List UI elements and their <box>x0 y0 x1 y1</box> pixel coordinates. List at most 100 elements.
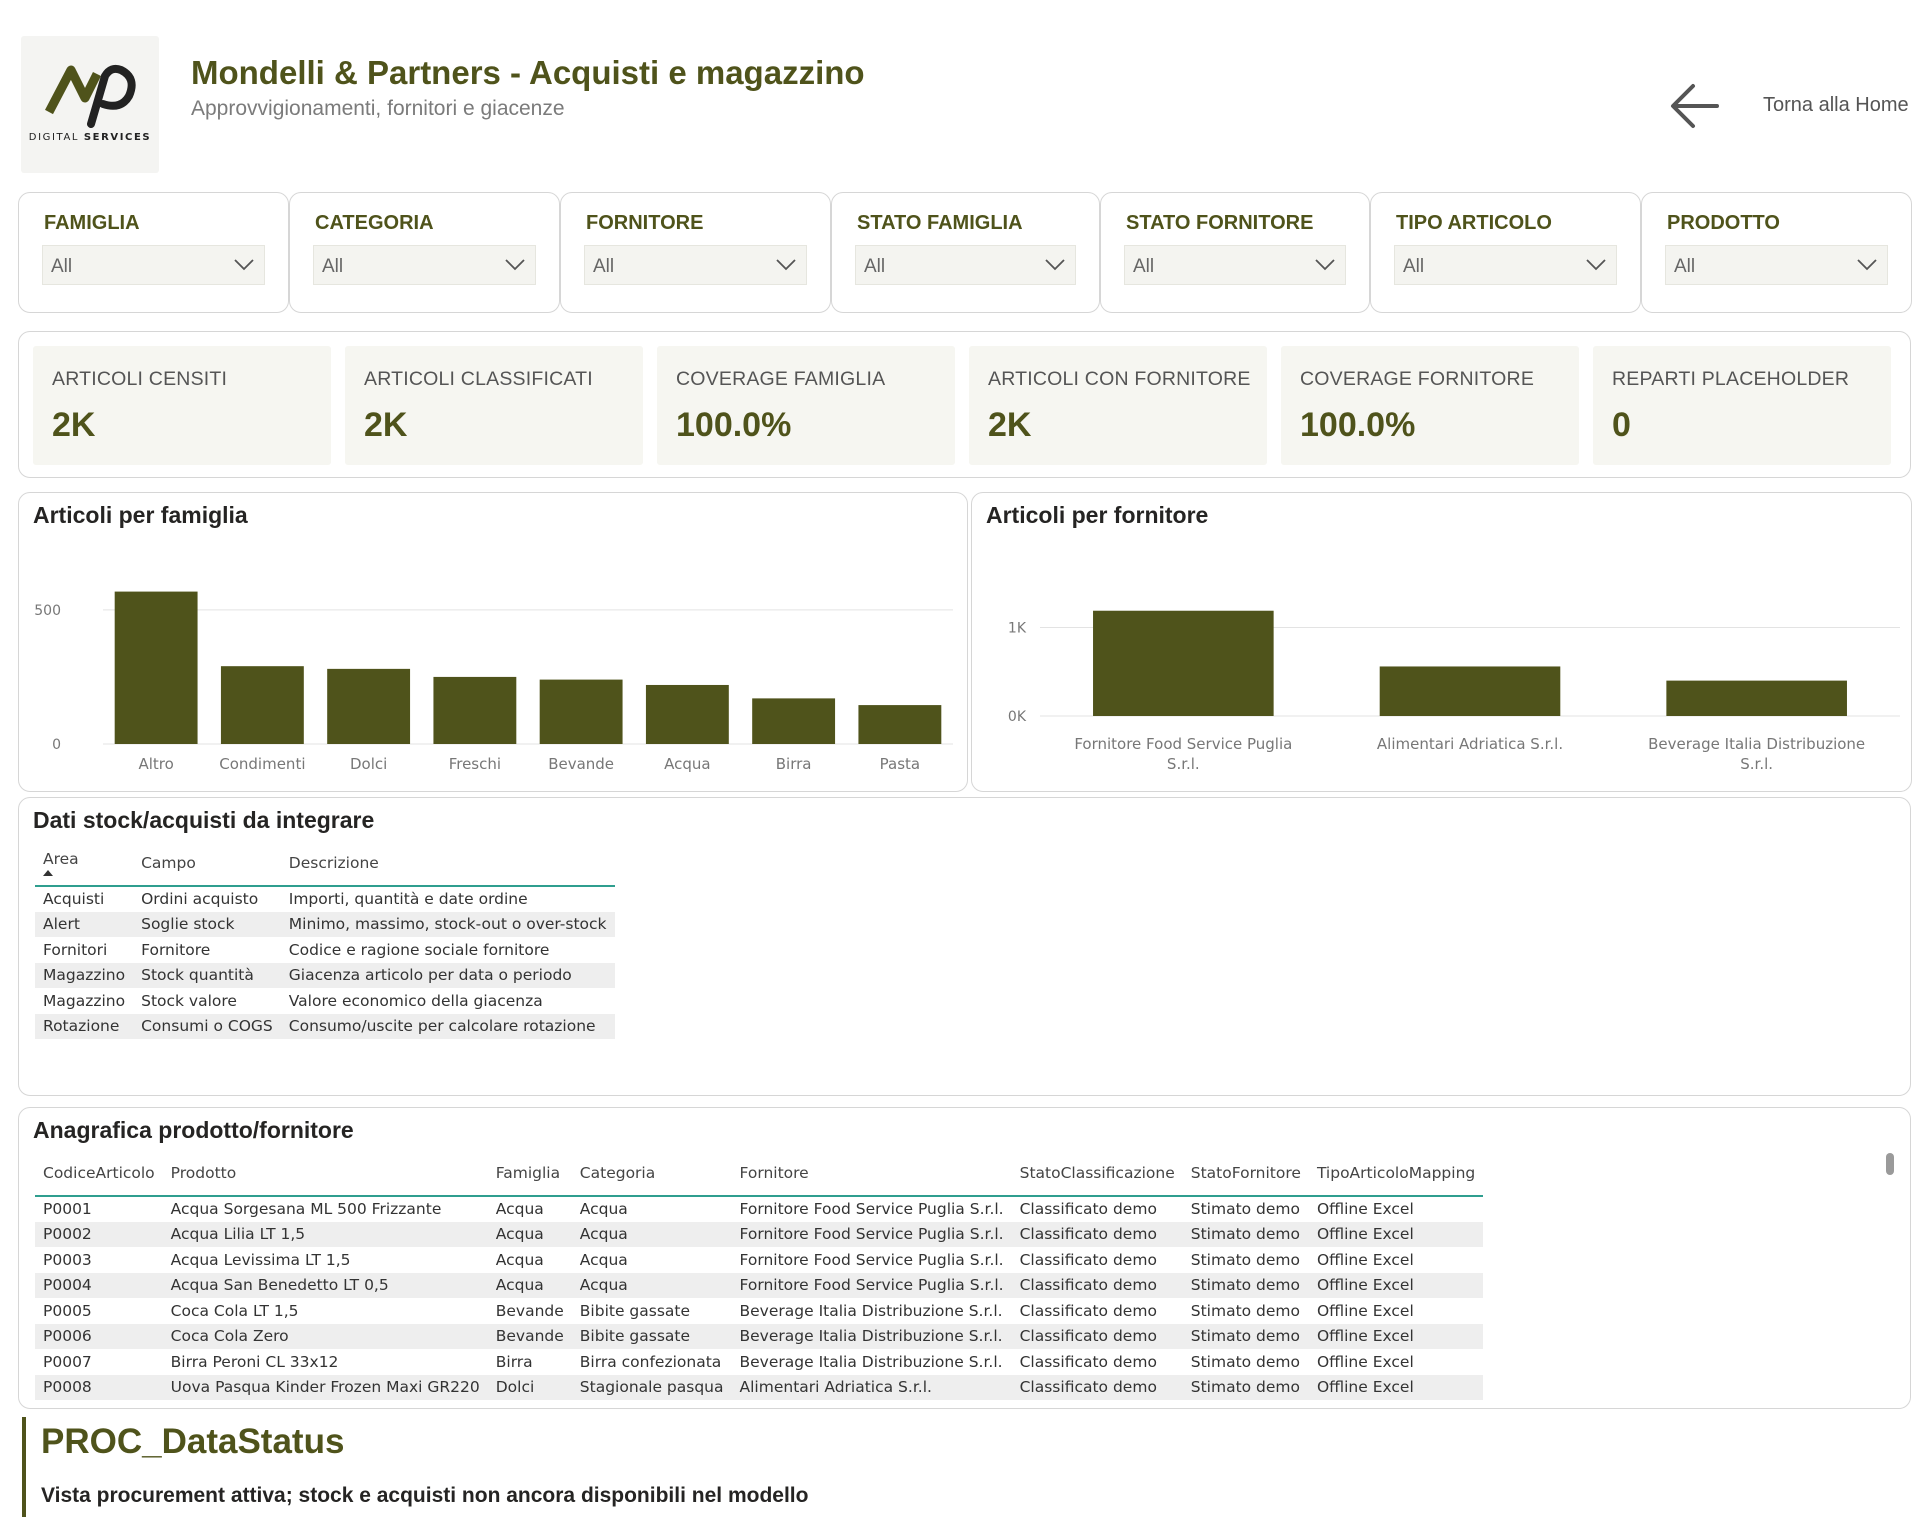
column-header-categoria[interactable]: Categoria <box>571 1150 732 1197</box>
y-tick-label: 500 <box>34 603 61 619</box>
x-tick-label: Condimenti <box>219 755 305 773</box>
slicer-dropdown-famiglia[interactable]: All <box>42 245 265 285</box>
cell-codice: P0001 <box>43 1200 92 1219</box>
bar <box>1093 610 1274 716</box>
cell-fornitore: Beverage Italia Distribuzione S.r.l. <box>739 1352 1003 1371</box>
cell-tipo-articolo: Offline Excel <box>1316 1301 1414 1320</box>
column-header-tipoarticolomapping[interactable]: TipoArticoloMapping <box>1308 1150 1484 1197</box>
slicer-prodotto: PRODOTTO All <box>1641 192 1912 313</box>
table-header-row: CodiceArticolo Prodotto Famiglia Categor… <box>35 1150 1484 1197</box>
cell-codice: P0006 <box>35 1323 163 1349</box>
kpi-value: 0 <box>1612 406 1631 444</box>
chart-title: Articoli per famiglia <box>33 502 248 528</box>
cell-categoria: Acqua <box>579 1250 628 1269</box>
bar <box>327 668 411 744</box>
cell-tipo-articolo: Offline Excel <box>1308 1323 1484 1349</box>
stock-table-panel: Dati stock/acquisti da integrare Area Ca… <box>18 797 1911 1096</box>
column-header-famiglia[interactable]: Famiglia <box>487 1150 572 1197</box>
cell-codice: P0002 <box>35 1221 163 1247</box>
x-tick-label: Altro <box>138 755 173 773</box>
cell-prodotto: Acqua Levissima LT 1,5 <box>170 1250 351 1269</box>
column-header-prodotto[interactable]: Prodotto <box>162 1150 488 1197</box>
x-tick-label: Fornitore Food Service Puglia <box>1074 735 1292 753</box>
cell-prodotto: Acqua Lilia LT 1,5 <box>162 1221 488 1247</box>
cell-campo: Stock quantità <box>133 962 281 988</box>
slicer-stato-fornitore: STATO FORNITORE All <box>1100 192 1370 313</box>
cell-descrizione: Consumo/uscite per calcolare rotazione <box>280 1013 615 1039</box>
table-row: Rotazione Consumi o COGS Consumo/uscite … <box>35 1013 615 1039</box>
cell-categoria: Bibite gassate <box>579 1301 691 1320</box>
cell-codice: P0005 <box>43 1301 92 1320</box>
mp-logo-icon <box>45 64 136 128</box>
column-header-area[interactable]: Area <box>35 840 134 887</box>
kpi-label: ARTICOLI CENSITI <box>52 368 228 390</box>
cell-categoria: Stagionale pasqua <box>571 1374 732 1400</box>
cell-stato-classificazione: Classificato demo <box>1019 1352 1157 1371</box>
cell-area: Alert <box>35 911 134 937</box>
cell-famiglia: Bevande <box>495 1301 564 1320</box>
cell-stato-fornitore: Stimato demo <box>1190 1200 1301 1219</box>
cell-stato-fornitore: Stimato demo <box>1182 1272 1309 1298</box>
cell-tipo-articolo: Offline Excel <box>1316 1250 1414 1269</box>
kpi-card-reparti-placeholder: REPARTI PLACEHOLDER 0 <box>1593 346 1891 465</box>
bar <box>220 666 304 744</box>
cell-campo: Soglie stock <box>133 911 281 937</box>
cell-codice: P0004 <box>35 1272 163 1298</box>
company-logo: DIGITAL SERVICES <box>21 36 159 173</box>
table-row: P0006 Coca Cola Zero Bevande Bibite gass… <box>35 1323 1484 1349</box>
cell-tipo-articolo: Offline Excel <box>1308 1221 1484 1247</box>
footer-accent-bar <box>22 1417 26 1517</box>
column-header-fornitore[interactable]: Fornitore <box>731 1150 1012 1197</box>
status-description: Vista procurement attiva; stock e acquis… <box>41 1484 809 1507</box>
kpi-card-articoli-classificati: ARTICOLI CLASSIFICATI 2K <box>345 346 643 465</box>
table-row: P0008 Uova Pasqua Kinder Frozen Maxi GR2… <box>35 1374 1484 1400</box>
table-scrollbar[interactable] <box>1886 1153 1894 1175</box>
x-tick-label: S.r.l. <box>1740 755 1773 773</box>
kpi-value: 2K <box>988 406 1032 444</box>
column-header-descrizione[interactable]: Descrizione <box>280 840 615 887</box>
kpi-value: 2K <box>364 406 408 444</box>
column-header-campo[interactable]: Campo <box>133 840 281 887</box>
table-row: Alert Soglie stock Minimo, massimo, stoc… <box>35 911 615 937</box>
cell-tipo-articolo: Offline Excel <box>1308 1374 1484 1400</box>
cell-famiglia: Acqua <box>487 1272 572 1298</box>
kpi-card-articoli-censiti: ARTICOLI CENSITI 2K <box>33 346 331 465</box>
page-title: Mondelli & Partners - Acquisti e magazzi… <box>191 54 865 91</box>
logo-caption: DIGITAL SERVICES <box>21 132 159 143</box>
home-link[interactable]: Torna alla Home <box>1763 94 1909 116</box>
column-header-statoclassificazione[interactable]: StatoClassificazione <box>1011 1150 1183 1197</box>
cell-prodotto: Uova Pasqua Kinder Frozen Maxi GR220 <box>162 1374 488 1400</box>
slicer-dropdown-categoria[interactable]: All <box>313 245 536 285</box>
x-tick-label: Dolci <box>350 755 387 773</box>
slicer-dropdown-prodotto[interactable]: All <box>1665 245 1888 285</box>
cell-codice: P0008 <box>35 1374 163 1400</box>
cell-categoria: Acqua <box>571 1221 732 1247</box>
cell-stato-fornitore: Stimato demo <box>1190 1352 1301 1371</box>
chevron-down-icon <box>1315 259 1335 271</box>
y-tick-label: 1K <box>1008 621 1027 637</box>
slicer-dropdown-stato-famiglia[interactable]: All <box>855 245 1076 285</box>
column-header-codicearticolo[interactable]: CodiceArticolo <box>35 1150 163 1197</box>
cell-area: Magazzino <box>35 962 134 988</box>
slicer-dropdown-stato-fornitore[interactable]: All <box>1124 245 1346 285</box>
product-table-panel: Anagrafica prodotto/fornitore CodiceArti… <box>18 1107 1911 1409</box>
cell-area: Fornitori <box>43 940 108 959</box>
cell-categoria: Acqua <box>579 1200 628 1219</box>
cell-categoria: Bibite gassate <box>571 1323 732 1349</box>
back-arrow-icon[interactable] <box>1667 78 1723 134</box>
slicer-label: STATO FORNITORE <box>1126 212 1314 234</box>
slicer-value: All <box>1674 256 1696 277</box>
slicer-fornitore: FORNITORE All <box>560 192 831 313</box>
slicer-stato-famiglia: STATO FAMIGLIA All <box>831 192 1100 313</box>
cell-stato-fornitore: Stimato demo <box>1182 1323 1309 1349</box>
column-header-statofornitore[interactable]: StatoFornitore <box>1182 1150 1309 1197</box>
slicer-dropdown-tipo-articolo[interactable]: All <box>1394 245 1617 285</box>
slicer-dropdown-fornitore[interactable]: All <box>584 245 807 285</box>
table-row: P0002 Acqua Lilia LT 1,5 Acqua Acqua For… <box>35 1221 1484 1247</box>
product-table: CodiceArticolo Prodotto Famiglia Categor… <box>35 1150 1484 1400</box>
cell-area: Acquisti <box>43 890 105 909</box>
cell-descrizione: Minimo, massimo, stock-out o over-stock <box>280 911 615 937</box>
cell-descrizione: Importi, quantità e date ordine <box>288 890 528 909</box>
bar-chart-fornitore: 0K 1K Fornitore Food Service Puglia S.r.l. A… <box>1008 610 1900 773</box>
kpi-label: ARTICOLI CON FORNITORE <box>988 368 1251 390</box>
